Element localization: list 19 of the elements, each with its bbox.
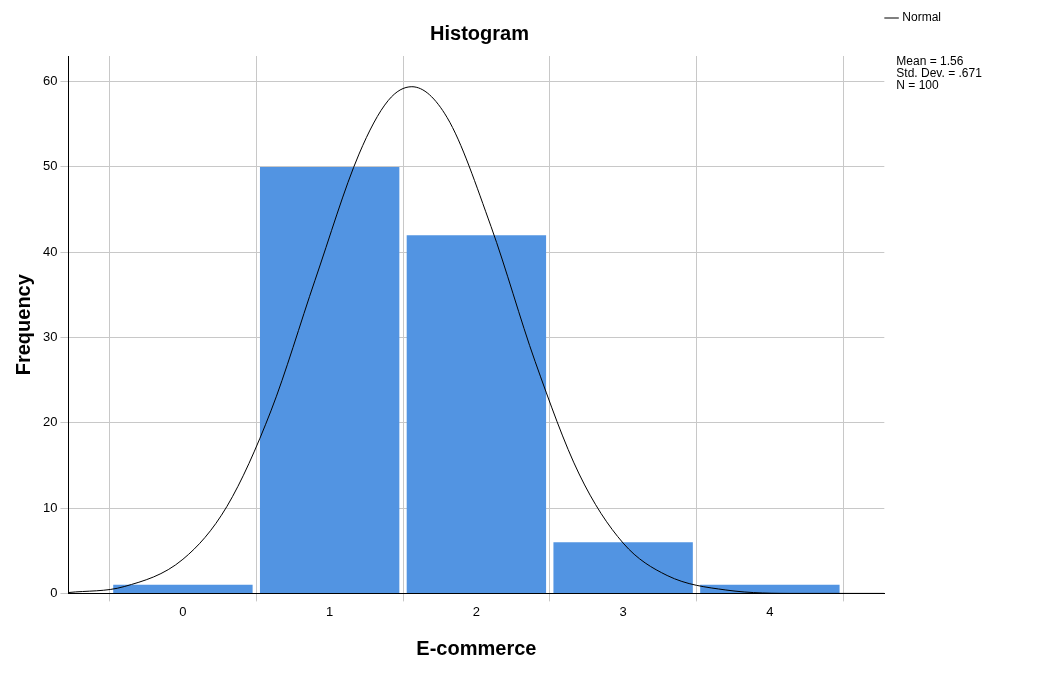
legend-label: Normal [902,10,941,25]
y-tick-label: 10 [42,499,58,515]
x-tick-label: 3 [619,603,627,619]
y-tick-label: 0 [50,584,58,600]
x-tick-label: 0 [179,603,187,619]
text: N = 100 [896,78,940,93]
x-axis-title: E-commerce [416,636,537,659]
y-tick-label: 20 [42,414,58,430]
y-axis-title: Frequency [11,273,34,376]
y-tick-label: 50 [42,158,58,174]
y-tick-label: 30 [42,329,58,345]
text: Mean = 1.56 [896,54,964,69]
y-tick-label: 40 [42,243,58,259]
x-tick-label: 2 [472,603,481,619]
x-tick-label: 1 [326,603,334,619]
x-tick-label: 4 [766,603,774,619]
text: Std. Dev. = .671 [896,66,983,81]
y-tick-label: 60 [42,73,58,89]
chart-title: Histogram [430,21,529,44]
